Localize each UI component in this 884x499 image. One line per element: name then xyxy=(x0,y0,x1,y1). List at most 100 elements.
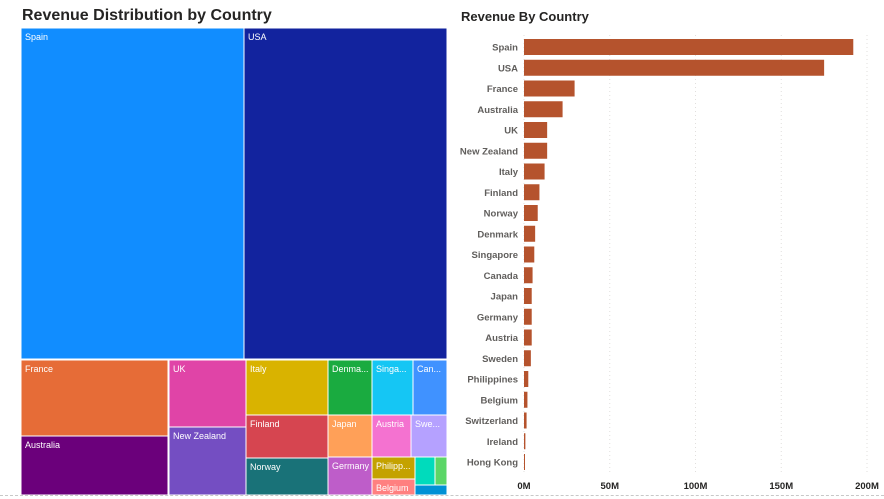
bottom-divider xyxy=(0,495,884,496)
treemap-tile-italy[interactable]: Italy xyxy=(245,359,329,416)
bar-chart-title: Revenue By Country xyxy=(461,9,589,24)
category-label-new-zealand: New Zealand xyxy=(460,146,518,157)
bar-belgium[interactable] xyxy=(524,391,528,408)
treemap-label-singapore: Singa... xyxy=(376,364,407,374)
bar-hong-kong[interactable] xyxy=(524,454,525,470)
treemap-chart: Spain USA France Australia UK New Zealand Ital… xyxy=(20,27,448,496)
treemap-tile-norway[interactable]: Norway xyxy=(245,457,329,496)
treemap-label-new-zealand: New Zealand xyxy=(173,431,226,441)
x-tick-label: 0M xyxy=(517,481,530,492)
bar-usa[interactable] xyxy=(524,59,825,76)
category-label-austria: Austria xyxy=(485,333,518,344)
treemap-label-france: France xyxy=(25,364,53,374)
treemap-rect-sweden[interactable] xyxy=(410,414,448,458)
treemap-tile-austria[interactable]: Austria xyxy=(371,414,412,458)
treemap-rect-germany[interactable] xyxy=(327,456,373,496)
treemap-rect-switzerland[interactable] xyxy=(414,456,436,486)
x-tick-label: 50M xyxy=(601,481,620,492)
treemap-tile-switzerland[interactable] xyxy=(414,456,436,486)
treemap-rect-austria[interactable] xyxy=(371,414,412,458)
treemap-tile-france[interactable]: France xyxy=(20,359,169,437)
bar-philippines[interactable] xyxy=(524,371,529,387)
bar-uk[interactable] xyxy=(524,122,548,138)
treemap-rect-italy[interactable] xyxy=(245,359,329,416)
bar-spain[interactable] xyxy=(524,39,854,55)
treemap-rect-norway[interactable] xyxy=(245,457,329,496)
treemap-rect-ireland[interactable] xyxy=(434,456,448,486)
treemap-tile-philippines[interactable]: Philipp... xyxy=(371,456,416,480)
treemap-tile-spain[interactable]: Spain xyxy=(20,27,245,360)
category-label-italy: Italy xyxy=(499,167,519,178)
category-label-australia: Australia xyxy=(477,105,518,116)
treemap-label-austria: Austria xyxy=(376,419,404,429)
treemap-tile-hong-kong[interactable] xyxy=(414,484,448,496)
treemap-title: Revenue Distribution by Country xyxy=(22,7,272,24)
treemap-label-italy: Italy xyxy=(250,364,267,374)
bar-singapore[interactable] xyxy=(524,246,535,263)
category-label-philippines: Philippines xyxy=(467,375,518,386)
treemap-rect-singapore[interactable] xyxy=(371,359,414,416)
category-label-finland: Finland xyxy=(484,188,518,199)
bar-denmark[interactable] xyxy=(524,225,536,242)
category-label-canada: Canada xyxy=(484,271,519,282)
treemap-tile-japan[interactable]: Japan xyxy=(327,414,373,458)
bar-chart: 0M 50M 100M 150M 200M Spain USA France Australia… xyxy=(460,35,879,492)
treemap-rect-finland[interactable] xyxy=(245,414,329,459)
bar-australia[interactable] xyxy=(524,101,563,118)
bar-ireland[interactable] xyxy=(524,433,526,450)
treemap-tile-germany[interactable]: Germany xyxy=(327,456,373,496)
treemap-tile-ireland[interactable] xyxy=(434,456,448,486)
bar-sweden[interactable] xyxy=(524,350,531,367)
x-tick-label: 150M xyxy=(769,481,793,492)
treemap-label-finland: Finland xyxy=(250,419,280,429)
category-label-japan: Japan xyxy=(491,292,519,303)
bar-germany[interactable] xyxy=(524,308,532,325)
treemap-label-spain: Spain xyxy=(25,32,48,42)
treemap-label-japan: Japan xyxy=(332,419,357,429)
category-label-hong-kong: Hong Kong xyxy=(467,458,518,469)
category-label-ireland: Ireland xyxy=(487,437,518,448)
bar-japan[interactable] xyxy=(524,288,532,304)
category-label-norway: Norway xyxy=(484,209,519,220)
treemap-rect-hong-kong[interactable] xyxy=(414,484,448,496)
treemap-tile-belgium[interactable]: Belgium xyxy=(371,478,416,496)
category-label-sweden: Sweden xyxy=(482,354,518,365)
x-tick-label: 200M xyxy=(855,481,879,492)
category-label-denmark: Denmark xyxy=(477,229,518,240)
bar-norway[interactable] xyxy=(524,205,538,221)
bar-finland[interactable] xyxy=(524,184,540,201)
treemap-tile-singapore[interactable]: Singa... xyxy=(371,359,414,416)
treemap-label-usa: USA xyxy=(248,32,267,42)
treemap-label-germany: Germany xyxy=(332,461,370,471)
treemap-tile-denmark[interactable]: Denma... xyxy=(327,359,373,416)
treemap-rect-spain[interactable] xyxy=(20,27,245,360)
treemap-tile-canada[interactable]: Can... xyxy=(412,359,448,416)
treemap-tile-uk[interactable]: UK xyxy=(168,359,247,428)
treemap-tile-australia[interactable]: Australia xyxy=(20,435,169,496)
treemap-label-denmark: Denma... xyxy=(332,364,369,374)
treemap-rect-usa[interactable] xyxy=(243,27,448,360)
bar-canada[interactable] xyxy=(524,267,533,284)
treemap-tile-usa[interactable]: USA xyxy=(243,27,448,360)
bar-italy[interactable] xyxy=(524,163,545,180)
treemap-tile-new-zealand[interactable]: New Zealand xyxy=(168,426,247,496)
treemap-rect-japan[interactable] xyxy=(327,414,373,458)
bar-austria[interactable] xyxy=(524,329,532,346)
treemap-rect-france[interactable] xyxy=(20,359,169,437)
x-tick-label: 100M xyxy=(684,481,708,492)
category-label-france: France xyxy=(487,84,518,95)
treemap-rect-denmark[interactable] xyxy=(327,359,373,416)
bar-switzerland[interactable] xyxy=(524,412,527,429)
treemap-tile-finland[interactable]: Finland xyxy=(245,414,329,459)
treemap-label-sweden: Swe... xyxy=(415,419,440,429)
category-label-germany: Germany xyxy=(477,312,519,323)
bar-chart-panel: Revenue By Country 0M 50M 100M 150M 200M Spai… xyxy=(455,0,884,499)
treemap-label-uk: UK xyxy=(173,364,186,374)
bar-france[interactable] xyxy=(524,80,575,97)
treemap-tile-sweden[interactable]: Swe... xyxy=(410,414,448,458)
treemap-label-norway: Norway xyxy=(250,462,281,472)
category-label-belgium: Belgium xyxy=(481,395,518,406)
treemap-label-canada: Can... xyxy=(417,364,441,374)
treemap-panel: Revenue Distribution by Country Spain USA… xyxy=(20,7,448,496)
bar-new-zealand[interactable] xyxy=(524,142,548,159)
